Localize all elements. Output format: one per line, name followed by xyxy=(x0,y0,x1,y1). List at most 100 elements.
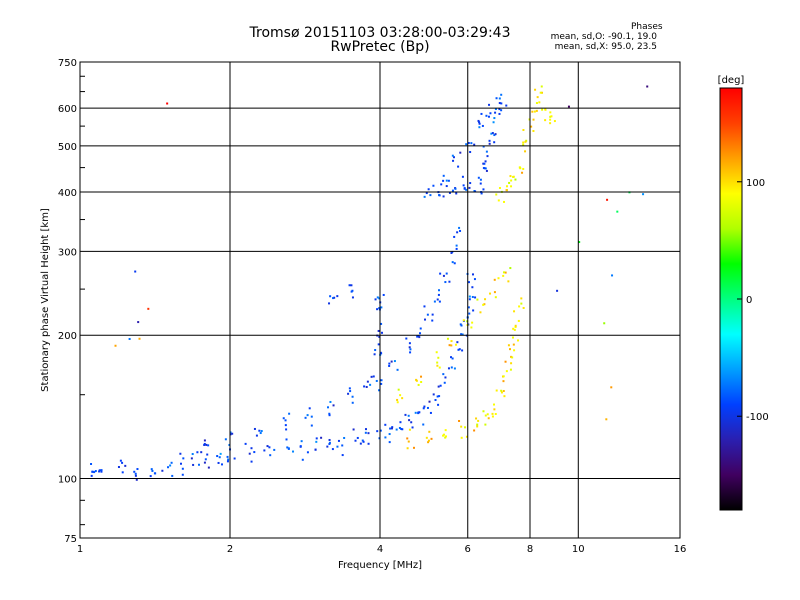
data-point xyxy=(396,398,399,401)
data-point xyxy=(226,455,229,458)
data-point xyxy=(380,322,383,325)
data-point xyxy=(286,446,289,449)
data-point xyxy=(351,395,354,398)
data-point xyxy=(485,150,488,153)
data-point xyxy=(250,447,253,450)
data-point xyxy=(343,436,346,439)
data-point xyxy=(426,313,429,316)
data-point xyxy=(484,298,487,301)
data-point xyxy=(315,440,318,443)
data-point xyxy=(203,461,206,464)
data-point xyxy=(219,452,222,455)
data-point xyxy=(482,162,485,165)
data-point xyxy=(356,436,359,439)
data-point xyxy=(327,406,330,409)
data-point xyxy=(348,387,351,390)
data-point xyxy=(121,471,124,474)
data-point xyxy=(341,454,344,457)
data-point xyxy=(603,322,606,325)
data-point xyxy=(473,278,476,281)
data-point xyxy=(171,474,174,477)
data-point xyxy=(450,340,453,343)
data-point xyxy=(488,103,491,106)
data-point xyxy=(378,437,381,440)
data-point xyxy=(98,469,101,472)
y-tick-label: 500 xyxy=(58,142,77,153)
data-point xyxy=(415,378,418,381)
data-point xyxy=(511,356,514,359)
data-point xyxy=(382,293,385,296)
data-point xyxy=(540,85,543,88)
data-point xyxy=(331,448,334,451)
data-point xyxy=(361,439,364,442)
data-point xyxy=(605,418,608,421)
data-point xyxy=(471,286,474,289)
data-point xyxy=(315,437,318,440)
data-point xyxy=(203,442,206,445)
data-point xyxy=(329,400,332,403)
data-point xyxy=(196,451,199,454)
data-point xyxy=(190,457,193,460)
data-point xyxy=(268,446,271,449)
annotation-line-o: mean, sd,O: -90.1, 19.0 xyxy=(550,32,657,42)
data-point xyxy=(485,114,488,117)
data-point xyxy=(452,159,455,162)
data-point xyxy=(544,108,547,111)
data-points xyxy=(90,85,649,481)
data-point xyxy=(502,274,505,277)
data-point xyxy=(388,362,391,365)
data-point xyxy=(461,175,464,178)
data-point xyxy=(498,112,501,115)
data-point xyxy=(494,111,497,114)
data-point xyxy=(642,193,645,196)
data-point xyxy=(484,160,487,163)
colorbar-tick-label: 100 xyxy=(746,178,765,189)
data-point xyxy=(426,406,429,409)
data-point xyxy=(378,335,381,338)
data-point xyxy=(114,344,117,347)
data-point xyxy=(444,376,447,379)
data-point xyxy=(510,179,513,182)
data-point xyxy=(454,187,457,190)
data-point xyxy=(374,349,377,352)
data-point xyxy=(509,368,512,371)
data-point xyxy=(405,337,408,340)
data-point xyxy=(510,185,513,188)
data-point xyxy=(100,469,103,472)
data-point xyxy=(253,451,256,454)
data-point xyxy=(497,277,500,280)
data-point xyxy=(492,121,495,124)
x-tick-label: 8 xyxy=(527,544,533,555)
data-point xyxy=(169,464,172,467)
data-point xyxy=(517,319,520,322)
data-point xyxy=(206,453,209,456)
data-point xyxy=(469,151,472,154)
data-point xyxy=(442,434,445,437)
data-point xyxy=(505,104,508,107)
data-point xyxy=(484,414,487,417)
data-point xyxy=(380,352,383,355)
data-point xyxy=(524,140,527,143)
y-tick-label: 600 xyxy=(58,104,77,115)
colorbar-label: [deg] xyxy=(718,75,745,86)
data-point xyxy=(454,343,457,346)
data-point xyxy=(455,192,458,195)
data-point xyxy=(304,416,307,419)
data-point xyxy=(495,389,498,392)
x-tick-label: 2 xyxy=(227,544,233,555)
data-point xyxy=(493,408,496,411)
data-point xyxy=(474,296,477,299)
data-point xyxy=(451,261,454,264)
data-point xyxy=(205,443,208,446)
data-point xyxy=(470,142,473,145)
data-point xyxy=(522,306,525,309)
data-point xyxy=(483,167,486,170)
data-point xyxy=(493,141,496,144)
data-point xyxy=(273,448,276,451)
data-point xyxy=(351,401,354,404)
data-point xyxy=(468,298,471,301)
plot-frame xyxy=(79,61,681,539)
data-point xyxy=(467,306,470,309)
data-point xyxy=(436,361,439,364)
data-point xyxy=(376,296,379,299)
